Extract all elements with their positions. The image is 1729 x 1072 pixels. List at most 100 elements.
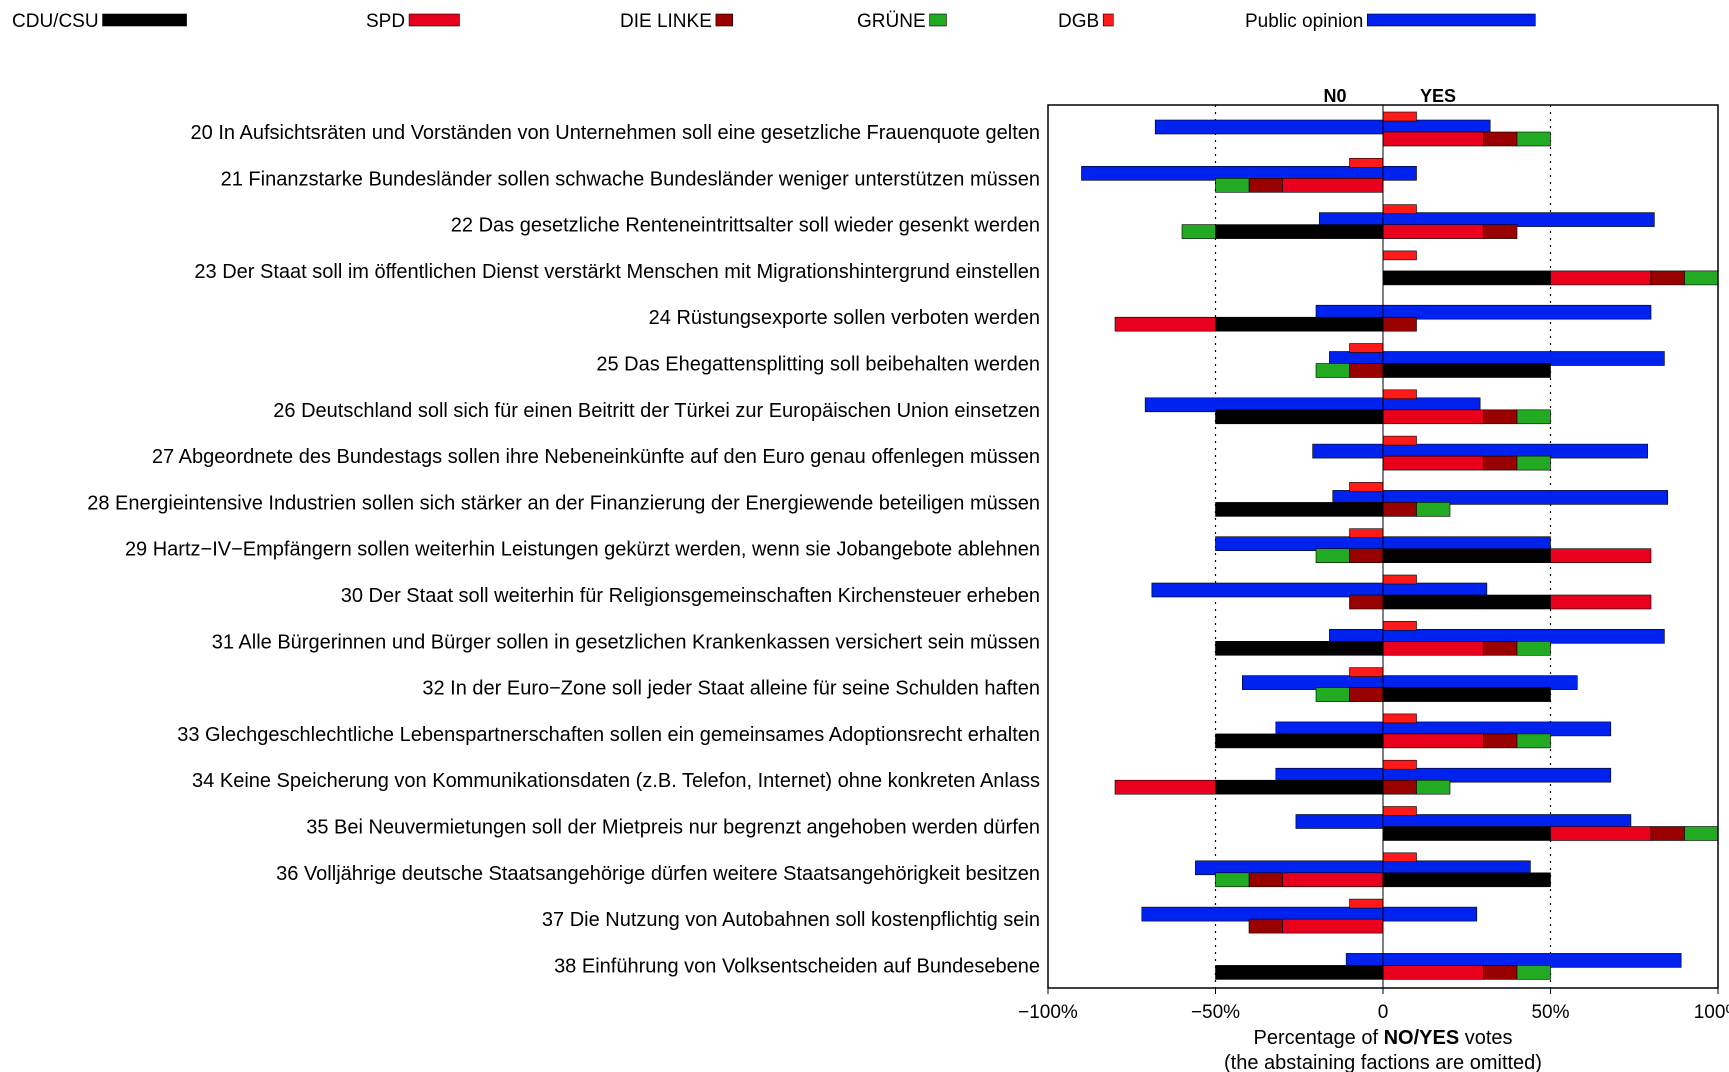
party-bar-yes-cdu [1382, 687, 1551, 702]
party-bar-yes-spd [1550, 594, 1652, 610]
party-bar-yes-linke [1483, 224, 1518, 239]
dgb-bar [1382, 435, 1417, 446]
x-axis-label-prefix: Percentage of [1253, 1027, 1383, 1049]
x-tick-label: 100% [1694, 1002, 1729, 1023]
dgb-bar [1382, 759, 1417, 770]
dgb-bar [1382, 574, 1417, 585]
party-bar-no-cdu [1215, 409, 1384, 425]
party-bar-no-gruene [1181, 224, 1216, 239]
x-axis-note: (the abstaining factions are omitted) [1224, 1052, 1542, 1072]
party-bar-yes-linke [1483, 640, 1518, 656]
x-axis-label-suffix: votes [1459, 1027, 1512, 1049]
x-tick-label: −50% [1191, 1002, 1240, 1023]
question-labels: 20 In Aufsichtsräten und Vorständen von … [87, 122, 1040, 977]
party-bar-yes-gruene [1516, 965, 1551, 980]
party-bar-no-cdu [1215, 224, 1384, 239]
party-bar-no-linke [1349, 548, 1384, 564]
party-bar-no-linke [1248, 918, 1283, 934]
party-bar-no-gruene [1315, 687, 1350, 702]
legend-swatch-gr-ne [929, 13, 947, 27]
header-no: N0 [1323, 86, 1346, 106]
question-label: 37 Die Nutzung von Autobahnen soll koste… [542, 909, 1040, 931]
party-bar-no-spd [1114, 316, 1216, 332]
party-bar-yes-linke [1382, 502, 1417, 517]
legend-label-spd: SPD [366, 11, 405, 32]
dgb-bar [1349, 667, 1384, 677]
party-bar-yes-spd [1382, 733, 1484, 749]
party-bar-no-cdu [1215, 316, 1384, 332]
legend-label-gr-ne: GRÜNE [857, 11, 926, 32]
party-bar-yes-gruene [1516, 131, 1551, 147]
party-bar-yes-cdu [1382, 363, 1551, 378]
party-bar-yes-linke [1483, 131, 1518, 147]
party-bar-no-gruene [1315, 548, 1350, 564]
party-bar-yes-spd [1550, 548, 1652, 564]
party-bar-no-cdu [1215, 502, 1384, 517]
legend-swatch-die-linke [715, 13, 733, 27]
party-bar-no-spd [1282, 178, 1384, 193]
dgb-bar [1382, 713, 1417, 724]
question-label: 26 Deutschland soll sich für einen Beitr… [273, 400, 1040, 422]
party-bar-no-linke [1248, 872, 1283, 888]
dgb-bar [1349, 158, 1384, 168]
party-bar-yes-gruene [1684, 270, 1719, 286]
party-bar-yes-linke [1483, 965, 1518, 980]
legend-label-cdu-csu: CDU/CSU [12, 11, 99, 32]
party-bar-yes-linke [1483, 455, 1518, 471]
x-tick-label: 50% [1531, 1002, 1569, 1023]
question-label: 25 Das Ehegattensplitting soll beibehalt… [596, 354, 1040, 376]
question-label: 33 Glechgeschlechtliche Lebenspartnersch… [177, 724, 1040, 746]
party-bar-no-spd [1282, 872, 1384, 888]
party-bar-yes-gruene [1416, 502, 1451, 517]
party-bar-yes-cdu [1382, 548, 1551, 564]
dgb-bar [1349, 482, 1384, 492]
question-label: 29 Hartz−IV−Empfängern sollen weiterhin … [125, 539, 1040, 561]
dgb-bar [1382, 806, 1417, 816]
party-bar-yes-linke [1382, 779, 1417, 795]
question-label: 36 Volljährige deutsche Staatsangehörige… [276, 863, 1040, 885]
party-bar-no-linke [1248, 178, 1283, 193]
party-bar-yes-linke [1483, 733, 1518, 749]
party-bar-no-gruene [1215, 872, 1250, 888]
party-bar-yes-cdu [1382, 826, 1551, 841]
x-axis-label: Percentage of NO/YES votes [1253, 1027, 1512, 1049]
question-label: 30 Der Staat soll weiterhin für Religion… [341, 585, 1040, 607]
public-opinion-bar [1151, 582, 1488, 598]
question-label: 23 Der Staat soll im öffentlichen Dienst… [194, 261, 1040, 283]
question-label: 34 Keine Speicherung von Kommunikationsd… [192, 770, 1040, 792]
party-bar-no-cdu [1215, 965, 1384, 980]
header-yes: YES [1420, 86, 1456, 106]
legend: CDU/CSU SPD DIE LINKE GRÜNE DGB Public opinio… [12, 11, 1536, 32]
question-label: 20 In Aufsichtsräten und Vorständen von … [191, 122, 1040, 144]
legend-swatch-spd [408, 13, 460, 27]
party-bar-yes-linke [1382, 316, 1417, 332]
party-bar-no-gruene [1315, 363, 1350, 378]
party-bar-no-linke [1349, 594, 1384, 610]
party-bar-yes-cdu [1382, 270, 1551, 286]
party-bar-no-cdu [1215, 640, 1384, 656]
party-bar-no-linke [1349, 363, 1384, 378]
question-label: 24 Rüstungsexporte sollen verboten werde… [649, 307, 1040, 329]
party-bar-yes-linke [1650, 270, 1685, 286]
question-label: 22 Das gesetzliche Renteneintrittsalter … [451, 215, 1040, 237]
party-bar-yes-gruene [1416, 779, 1451, 795]
party-bar-yes-spd [1382, 409, 1484, 425]
party-bar-yes-cdu [1382, 594, 1551, 610]
x-tick-label: −100% [1018, 1002, 1078, 1023]
party-bar-no-cdu [1215, 733, 1384, 749]
dgb-bar [1382, 389, 1417, 400]
public-opinion-bar [1315, 304, 1652, 320]
legend-swatch-dgb [1102, 13, 1114, 27]
question-label: 38 Einführung von Volksentscheiden auf B… [554, 955, 1040, 977]
x-tick-label: 0 [1378, 1002, 1389, 1023]
dgb-bar [1349, 343, 1384, 353]
dgb-bar [1382, 620, 1417, 631]
party-bar-yes-linke [1650, 826, 1685, 841]
dgb-bar [1349, 528, 1384, 539]
party-bar-yes-spd [1550, 270, 1652, 286]
legend-label-dgb: DGB [1058, 11, 1099, 32]
party-bar-no-spd [1282, 918, 1384, 934]
party-bar-yes-spd [1382, 224, 1484, 239]
party-bar-yes-gruene [1516, 640, 1551, 656]
